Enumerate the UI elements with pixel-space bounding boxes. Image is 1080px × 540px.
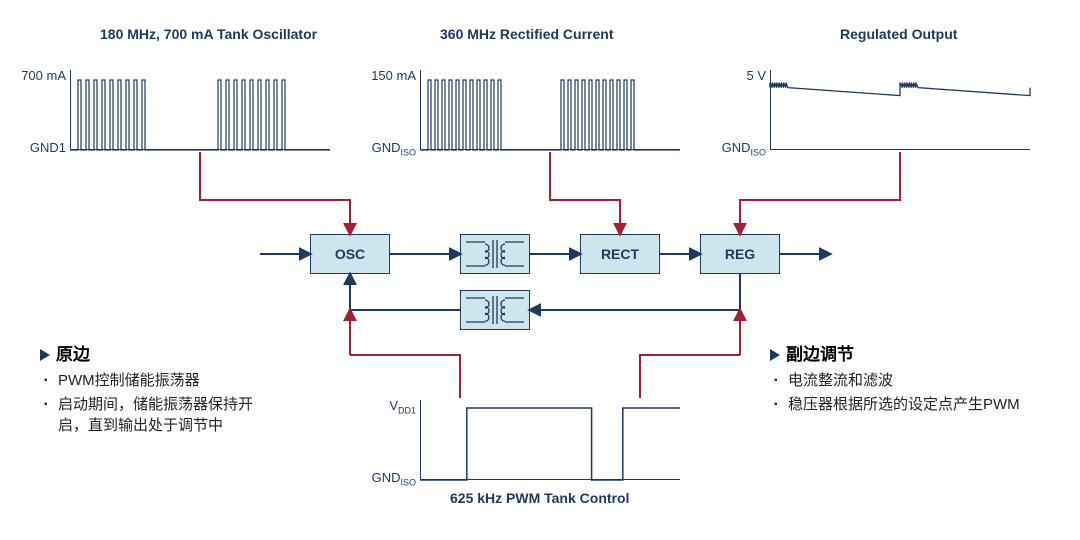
diagram-svg (0, 0, 1080, 540)
